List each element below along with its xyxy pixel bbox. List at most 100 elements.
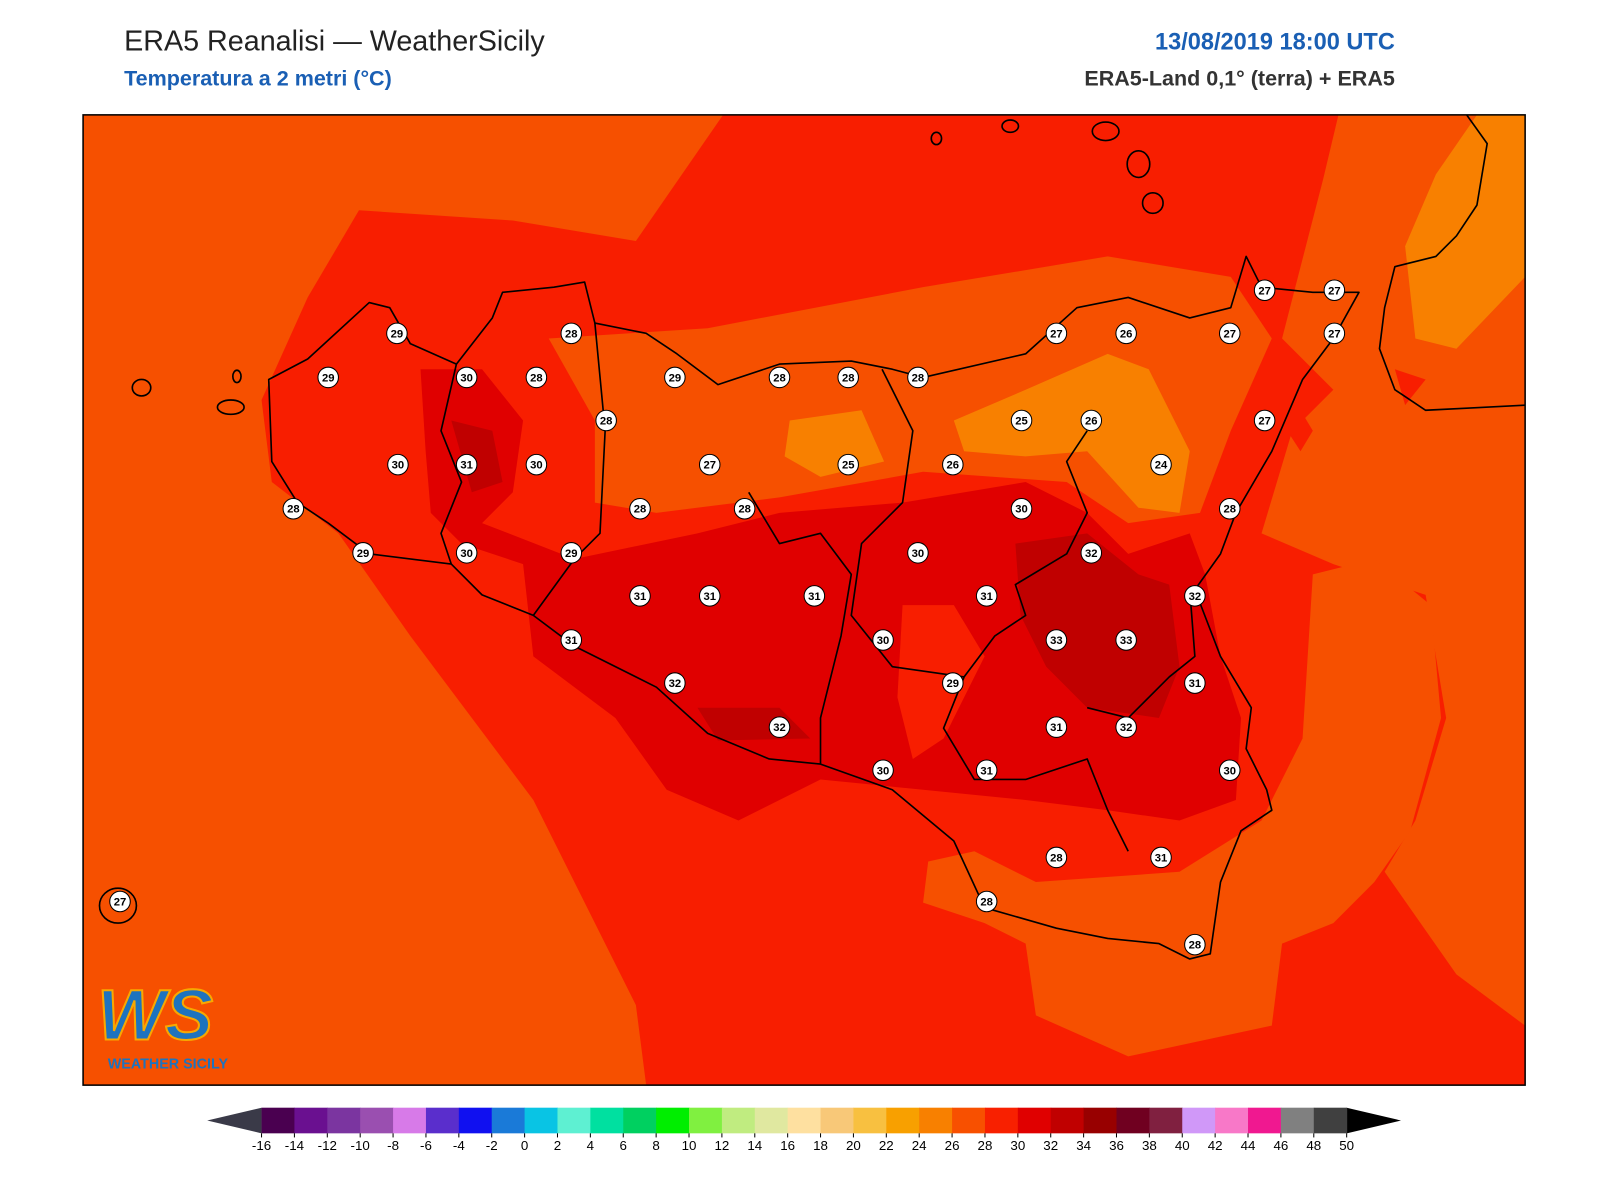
island [1141,192,1164,215]
contour-28-30 [897,605,985,759]
colorbar-tick-label: -16 [252,1138,271,1153]
station-marker [455,453,478,476]
station-value: 31 [980,591,993,603]
station-marker [1218,322,1241,345]
station-marker [595,409,617,432]
colorbar-tick-label: -8 [387,1138,399,1153]
station-marker [560,322,583,345]
station-marker [1080,409,1103,432]
station-value: 25 [842,460,855,472]
station-value: 27 [1328,328,1341,340]
colorbar-tick-label: -2 [486,1138,498,1153]
station-marker [975,759,998,782]
colorbar-tick-label: 8 [652,1138,659,1153]
station-marker [352,542,374,564]
colorbar-bin [853,1107,887,1134]
colorbar-bin [458,1107,493,1134]
colorbar-tick-label: 12 [714,1138,729,1153]
colorbar: -16 -14 -12 -10 -8 -6 -4 -2 0 2 4 6 8 10 12 14 16 18 20 22 2… [207,1107,1402,1153]
datetime: 13/08/2019 18:00 UTC [1155,28,1395,54]
colorbar-tick-label: 42 [1208,1138,1223,1153]
station-marker [768,366,791,389]
station-value: 30 [460,372,473,384]
contour-24-26 [953,353,1190,513]
station-marker [386,322,408,345]
subtitle: Temperatura a 2 metri (°C) [124,67,392,91]
station-value: 26 [1120,328,1133,340]
title: ERA5 Reanalisi — WeatherSicily [124,26,545,58]
station-value: 25 [1015,416,1028,428]
colorbar-bin [623,1107,657,1134]
station-value: 31 [703,591,716,603]
station-marker [872,629,894,651]
station-value: 31 [808,591,821,603]
island [216,399,245,416]
station-marker [1218,759,1241,782]
island [231,369,242,384]
map-frame [82,114,1526,1086]
colorbar-tick-label: 0 [521,1138,528,1153]
province-border [1086,589,1196,719]
colorbar-tick-label: 18 [813,1138,828,1153]
colorbar-bin [1149,1107,1183,1134]
station-marker [1184,672,1206,694]
colorbar-bin [1280,1107,1315,1134]
colorbar-tick-label: 26 [945,1138,960,1153]
island [1126,149,1151,179]
station-marker [1218,497,1241,520]
colorbar-tick-label: -12 [318,1138,337,1153]
station-value: 27 [1328,285,1341,297]
station-value: 31 [460,460,473,472]
station-value: 29 [391,328,404,340]
station-marker [1253,409,1276,432]
station-value: 29 [947,678,960,690]
station-value: 31 [565,635,578,647]
colorbar-over [1346,1107,1402,1134]
colorbar-tick-label: 50 [1339,1138,1354,1153]
station-marker [698,453,721,476]
station-marker [1150,846,1172,869]
colorbar-bin [754,1107,789,1134]
station-value: 27 [1050,328,1063,340]
colorbar-bin [425,1107,460,1134]
contour-26-28 [548,256,1272,524]
station-marker [1010,497,1033,520]
province-border [850,368,1088,678]
station-value: 28 [1050,852,1063,864]
station-value: 30 [1015,504,1028,516]
station-value: 28 [773,372,786,384]
station-value: 32 [1189,591,1202,603]
station-marker [733,497,756,520]
colorbar-bin [984,1107,1019,1134]
colorbar-tick-label: 38 [1142,1138,1157,1153]
station-marker [837,453,859,476]
colorbar-tick-label: -4 [453,1138,465,1153]
station-marker [942,453,964,476]
contour-24-26 [1405,114,1526,349]
station-marker [560,542,583,564]
station-marker [629,585,651,607]
contour-24-26 [784,410,885,477]
colorbar-tick-label: 34 [1076,1138,1091,1153]
station-value: 30 [1223,765,1236,777]
colorbar-bin [1248,1107,1282,1134]
station-value: 29 [322,372,335,384]
station-value: 28 [565,328,578,340]
colorbar-bin [524,1107,558,1134]
colorbar-tick-label: 46 [1273,1138,1288,1153]
colorbar-bin [656,1107,690,1134]
station-value: 27 [1223,328,1236,340]
colorbar-bin [919,1107,953,1134]
station-value: 28 [287,504,300,516]
station-marker [698,585,721,607]
station-value: 32 [669,678,682,690]
colorbar-tick-label: 6 [620,1138,627,1153]
station-marker [803,585,826,607]
station-value: 28 [738,504,751,516]
station-marker [282,497,305,520]
station-value: 32 [1120,722,1133,734]
colorbar-tick-label: 10 [682,1138,697,1153]
colorbar-tick-label: 44 [1241,1138,1256,1153]
source: ERA5-Land 0,1° (terra) + ERA5 [1084,67,1395,91]
province-border [748,491,853,765]
